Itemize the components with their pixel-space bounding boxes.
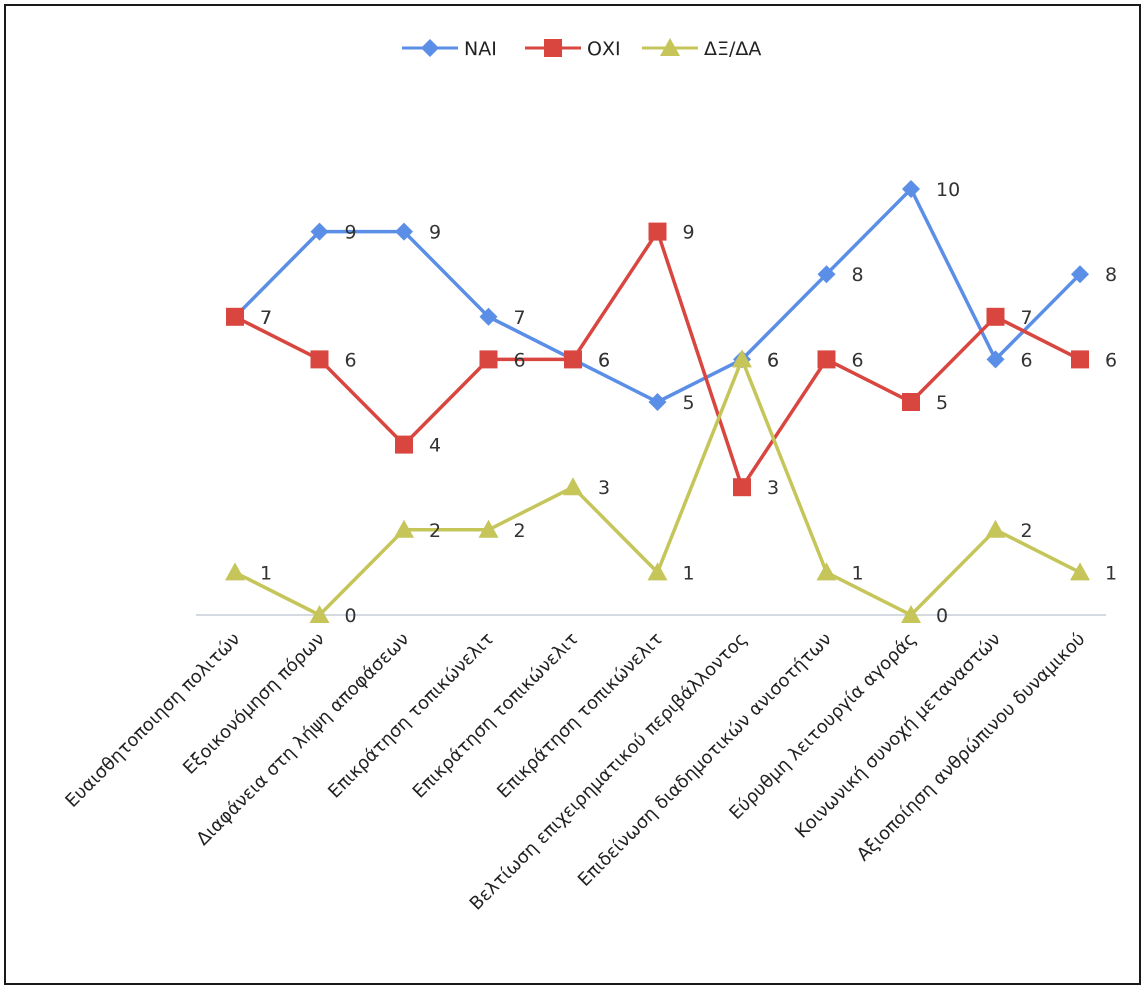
data-point-2-10 bbox=[1070, 562, 1090, 580]
data-point-1-2 bbox=[395, 436, 413, 454]
data-label-2-2: 2 bbox=[429, 520, 441, 542]
data-point-1-7 bbox=[818, 350, 836, 368]
legend-marker-1 bbox=[544, 39, 562, 57]
data-label-0-3: 7 bbox=[514, 307, 526, 329]
data-label-1-2: 4 bbox=[429, 435, 441, 457]
data-label-0-10: 8 bbox=[1105, 264, 1117, 286]
data-label-1-6: 3 bbox=[767, 477, 779, 499]
category-label-5: Επικράτηση τοπικώνελιτ bbox=[493, 629, 667, 803]
data-label-2-9: 2 bbox=[1021, 520, 1033, 542]
data-point-2-4 bbox=[563, 477, 583, 495]
data-label-1-0: 7 bbox=[260, 307, 272, 329]
legend-marker-0 bbox=[421, 39, 439, 57]
data-label-0-9: 6 bbox=[1021, 349, 1033, 371]
legend-label-2: ΔΞ/ΔΑ bbox=[704, 38, 761, 60]
data-label-0-2: 9 bbox=[429, 222, 441, 244]
legend-label-1: ΟΧΙ bbox=[587, 38, 621, 60]
data-point-1-4 bbox=[564, 350, 582, 368]
data-point-1-9 bbox=[987, 308, 1005, 326]
data-label-2-7: 1 bbox=[852, 562, 864, 584]
data-label-1-3: 6 bbox=[514, 349, 526, 371]
data-label-2-0: 1 bbox=[260, 562, 272, 584]
data-label-0-7: 8 bbox=[852, 264, 864, 286]
data-point-1-1 bbox=[311, 350, 329, 368]
legend-label-0: ΝΑΙ bbox=[464, 38, 497, 60]
category-label-1: Εξοικονόμηση πόρων bbox=[179, 629, 329, 779]
data-point-0-5 bbox=[649, 393, 667, 411]
data-point-2-0 bbox=[225, 562, 245, 580]
data-label-2-3: 2 bbox=[514, 520, 526, 542]
data-label-1-5: 9 bbox=[683, 222, 695, 244]
category-label-3: Επικράτηση τοπικώνελιτ bbox=[324, 629, 498, 803]
data-label-2-8: 0 bbox=[936, 605, 948, 627]
data-label-2-6: 6 bbox=[767, 349, 779, 371]
data-label-1-10: 6 bbox=[1105, 349, 1117, 371]
data-point-2-9 bbox=[986, 520, 1006, 538]
data-point-2-7 bbox=[817, 562, 837, 580]
data-point-1-8 bbox=[902, 393, 920, 411]
data-point-1-10 bbox=[1071, 350, 1089, 368]
category-label-0: Ευαισθητοποιηση πολιτών bbox=[61, 629, 244, 812]
chart-frame: ΝΑΙ ΟΧΙ ΔΞ/ΔΑ 7 9 9 7 6 5 6 8 10 6 8 7 6 4 6 6 9 3 6 5 7 6 1 0 2 2 3… bbox=[4, 4, 1141, 985]
data-point-1-0 bbox=[226, 308, 244, 326]
data-label-2-5: 1 bbox=[683, 562, 695, 584]
data-point-1-6 bbox=[733, 478, 751, 496]
data-label-1-7: 6 bbox=[852, 349, 864, 371]
series-layer bbox=[225, 180, 1090, 623]
category-label-4: Επικράτηση τοπικώνελιτ bbox=[409, 629, 583, 803]
data-label-1-8: 5 bbox=[936, 392, 948, 414]
data-label-2-4: 3 bbox=[598, 477, 610, 499]
data-point-1-3 bbox=[480, 350, 498, 368]
data-label-2-10: 1 bbox=[1105, 562, 1117, 584]
legend: ΝΑΙ ΟΧΙ ΔΞ/ΔΑ bbox=[402, 38, 761, 60]
data-point-1-5 bbox=[649, 223, 667, 241]
data-label-2-1: 0 bbox=[345, 605, 357, 627]
data-label-1-9: 7 bbox=[1021, 307, 1033, 329]
series-line-1 bbox=[235, 232, 1080, 488]
data-label-1-4: 6 bbox=[598, 349, 610, 371]
series-line-0 bbox=[235, 189, 1080, 402]
data-label-1-1: 6 bbox=[345, 349, 357, 371]
data-label-0-8: 10 bbox=[936, 179, 960, 201]
data-label-0-5: 5 bbox=[683, 392, 695, 414]
data-label-0-1: 9 bbox=[345, 222, 357, 244]
